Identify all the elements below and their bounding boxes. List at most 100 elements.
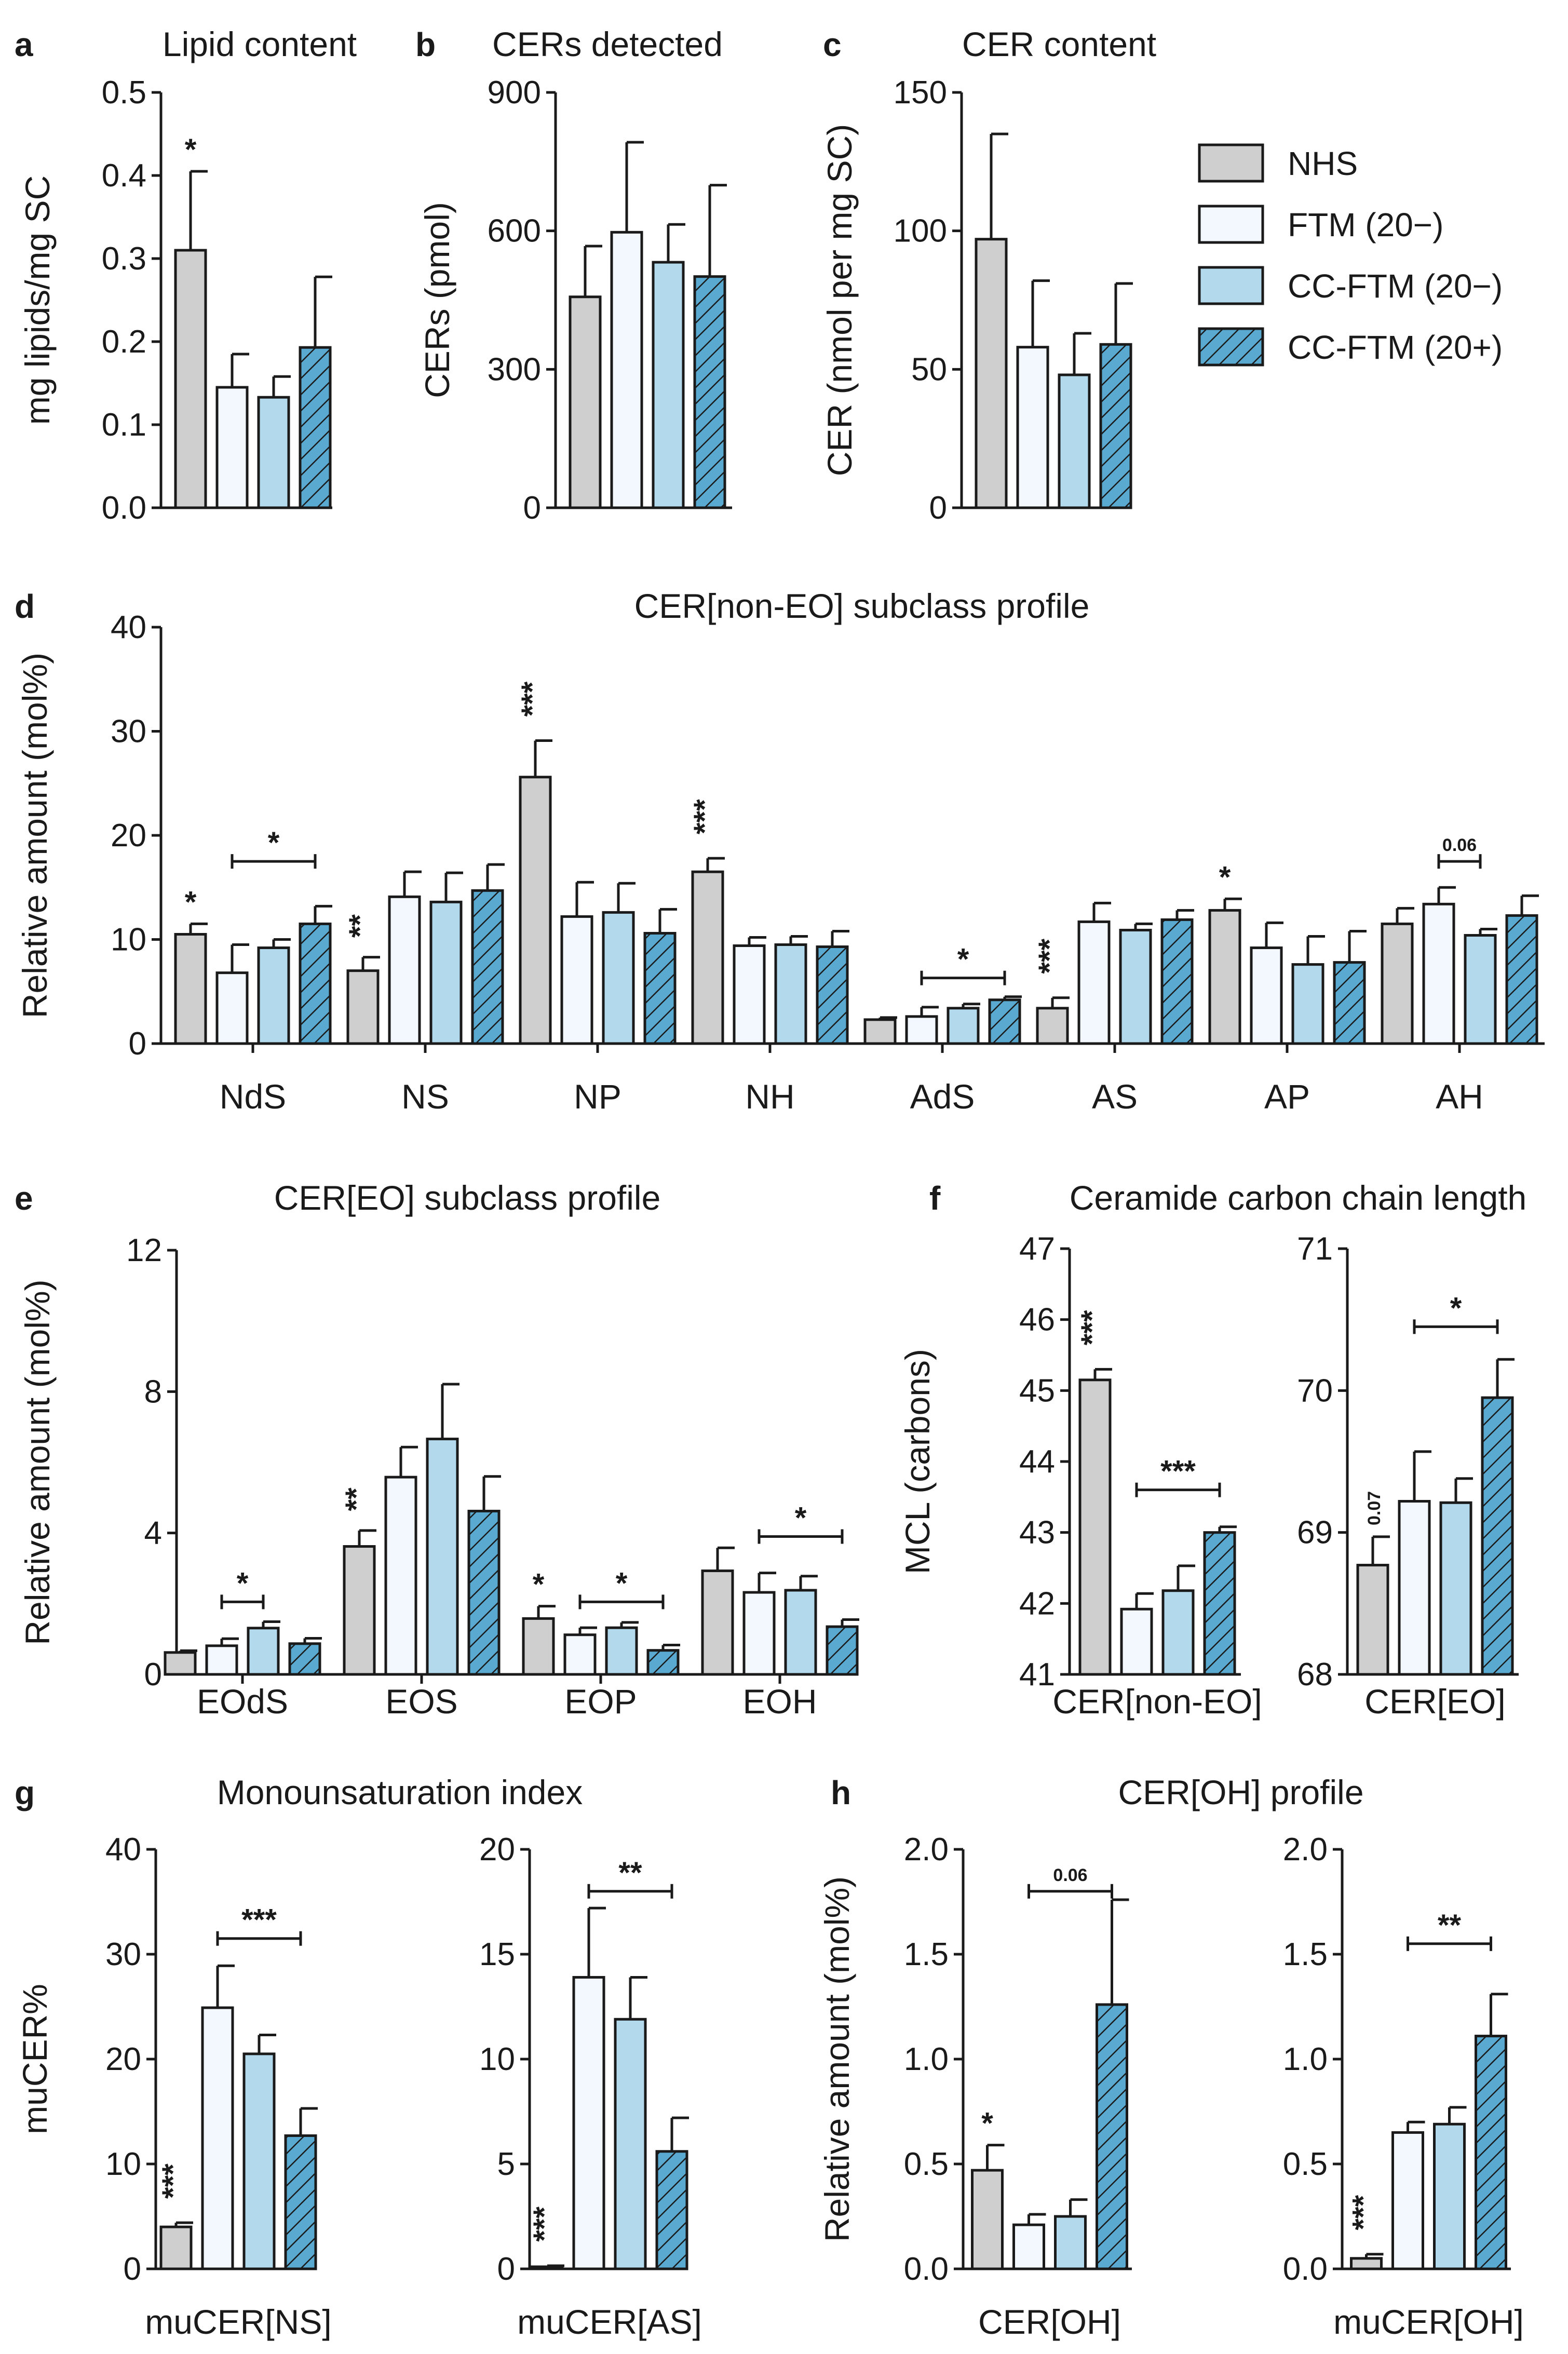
bar-ftm-20- <box>742 1591 776 1676</box>
bar-cc-ftm-20- <box>284 2134 317 2270</box>
panel-title-a: Lipid content <box>163 25 357 63</box>
y-tick-label: 300 <box>488 351 541 387</box>
y-axis-label-b: CERs (pmol) <box>418 202 456 398</box>
bar-cc-ftm-20- <box>299 922 332 1045</box>
category-label-ns: NS <box>401 1077 449 1116</box>
y-tick-label: 43 <box>1019 1515 1055 1551</box>
significance-label: *** <box>1033 938 1066 973</box>
y-axis-label-e: Relative amount (mol%) <box>18 1279 57 1645</box>
panel-e: CER[EO] subclass profile Relative amount … <box>18 1179 859 1721</box>
y-tick-label: 0 <box>929 490 947 526</box>
category-label-mucer-ns-: muCER[NS] <box>145 2303 331 2341</box>
y-tick-label: 15 <box>479 1937 515 1972</box>
y-tick-label: 600 <box>488 213 541 249</box>
y-tick-label: 1.5 <box>1283 1937 1328 1972</box>
y-tick-label: 10 <box>479 2041 515 2077</box>
bar-ftm-20- <box>1422 902 1455 1045</box>
panel-f2: 68 69 70 71 CER[EO] 0.07 * <box>1297 1231 1519 1721</box>
significance-label: *** <box>1347 2195 1381 2230</box>
y-tick-label: 68 <box>1297 1657 1333 1693</box>
bar-cc-ftm-20- <box>467 1509 501 1676</box>
bar-cc-ftm-20- <box>426 1438 459 1676</box>
y-tick-label: 0.0 <box>102 490 146 526</box>
category-label-eop: EOP <box>564 1682 637 1721</box>
y-tick-label: 0.0 <box>904 2251 949 2287</box>
y-tick-label: 1.0 <box>904 2041 949 2077</box>
significance-label: *** <box>1160 1455 1196 1489</box>
y-axis-label-a: mg lipids/mg SC <box>18 175 57 425</box>
y-tick-label: 47 <box>1019 1231 1055 1267</box>
y-tick-label: 45 <box>1019 1373 1055 1409</box>
bar-ftm-20- <box>1391 2131 1424 2270</box>
significance-label: *** <box>688 799 722 834</box>
significance-label: * <box>616 1566 628 1600</box>
bar-cc-ftm-20- <box>1099 343 1132 509</box>
y-tick-label: 0 <box>523 490 541 526</box>
bar-ftm-20- <box>733 944 766 1045</box>
bar-nhs <box>701 1570 734 1676</box>
category-label-as: AS <box>1092 1077 1138 1116</box>
bar-ftm-20- <box>384 1476 417 1676</box>
bar-ftm-20- <box>215 386 249 509</box>
y-tick-label: 30 <box>111 714 146 750</box>
bar-ftm-20- <box>905 1015 938 1045</box>
y-tick-label: 0.4 <box>102 158 146 194</box>
y-tick-label: 20 <box>111 818 146 854</box>
y-tick-label: 40 <box>105 1832 141 1868</box>
y-tick-label: 900 <box>488 75 541 111</box>
y-tick-label: 100 <box>894 213 947 249</box>
bar-nhs <box>569 295 602 509</box>
panel-title-c: CER content <box>962 25 1156 63</box>
y-tick-label: 69 <box>1297 1515 1333 1551</box>
y-tick-label: 0.5 <box>102 75 146 111</box>
significance-label: ** <box>618 1856 642 1890</box>
bar-cc-ftm-20- <box>1464 934 1497 1045</box>
category-label-cer-eo-: CER[EO] <box>1364 1682 1505 1721</box>
bar-ftm-20- <box>205 1644 238 1676</box>
bar-cc-ftm-20- <box>247 1627 280 1676</box>
bar-cc-ftm-20- <box>1054 2215 1087 2270</box>
y-tick-label: 4 <box>144 1516 162 1551</box>
category-label-ap: AP <box>1264 1077 1310 1116</box>
bar-nhs <box>519 776 552 1045</box>
y-tick-label: 10 <box>105 2146 141 2182</box>
significance-label: 0.07 <box>1364 1491 1384 1525</box>
significance-label: * <box>268 826 280 860</box>
legend-swatch <box>1198 143 1264 183</box>
bar-cc-ftm-20- <box>429 900 463 1045</box>
panel-b: CERs detected CERs (pmol) 0 300 600 900 <box>418 25 732 526</box>
bar-cc-ftm-20- <box>1119 928 1152 1045</box>
legend: NHS FTM (20−) CC-FTM (20−) CC-FTM (20+) <box>1198 143 1503 367</box>
bar-cc-ftm-20- <box>1161 1589 1195 1676</box>
panel-letter-g: g <box>15 1774 35 1811</box>
bar-cc-ftm-20- <box>816 945 849 1045</box>
bar-cc-ftm-20- <box>257 946 290 1045</box>
y-axis-label-h1: Relative amount (mol%) <box>818 1876 856 2242</box>
bar-nhs <box>1381 922 1414 1045</box>
category-label-np: NP <box>574 1077 621 1116</box>
panel-d: CER[non-EO] subclass profile Relative amo… <box>16 587 1545 1116</box>
significance-label: ** <box>1438 1909 1462 1942</box>
significance-label: 0.06 <box>1442 835 1477 855</box>
y-tick-label: 0.2 <box>102 324 146 360</box>
y-tick-label: 2.0 <box>1283 1832 1328 1868</box>
bar-ftm-20- <box>572 1976 605 2270</box>
y-tick-label: 46 <box>1019 1302 1055 1338</box>
y-tick-label: 10 <box>111 922 146 958</box>
y-tick-label: 0.3 <box>102 241 146 277</box>
bar-cc-ftm-20- <box>1481 1396 1514 1676</box>
y-tick-label: 0 <box>497 2251 515 2287</box>
bar-cc-ftm-20- <box>1160 918 1194 1045</box>
category-label-eods: EOdS <box>197 1682 288 1721</box>
panel-h1: CER[OH] profile Relative amount (mol%) 0.0… <box>818 1773 1364 2341</box>
y-tick-label: 40 <box>111 610 146 645</box>
chart-panels: Lipid content mg lipids/mg SC 0.0 0.1 0.2 0.3… <box>16 25 1545 2341</box>
panel-title-g1: Monounsaturation index <box>217 1773 583 1811</box>
y-tick-label: 70 <box>1297 1373 1333 1409</box>
bar-nhs <box>1350 2257 1383 2270</box>
y-tick-label: 20 <box>479 1832 515 1868</box>
panel-letter-b: b <box>415 26 436 63</box>
significance-label: * <box>981 2107 993 2141</box>
panel-letter-e: e <box>15 1180 33 1217</box>
